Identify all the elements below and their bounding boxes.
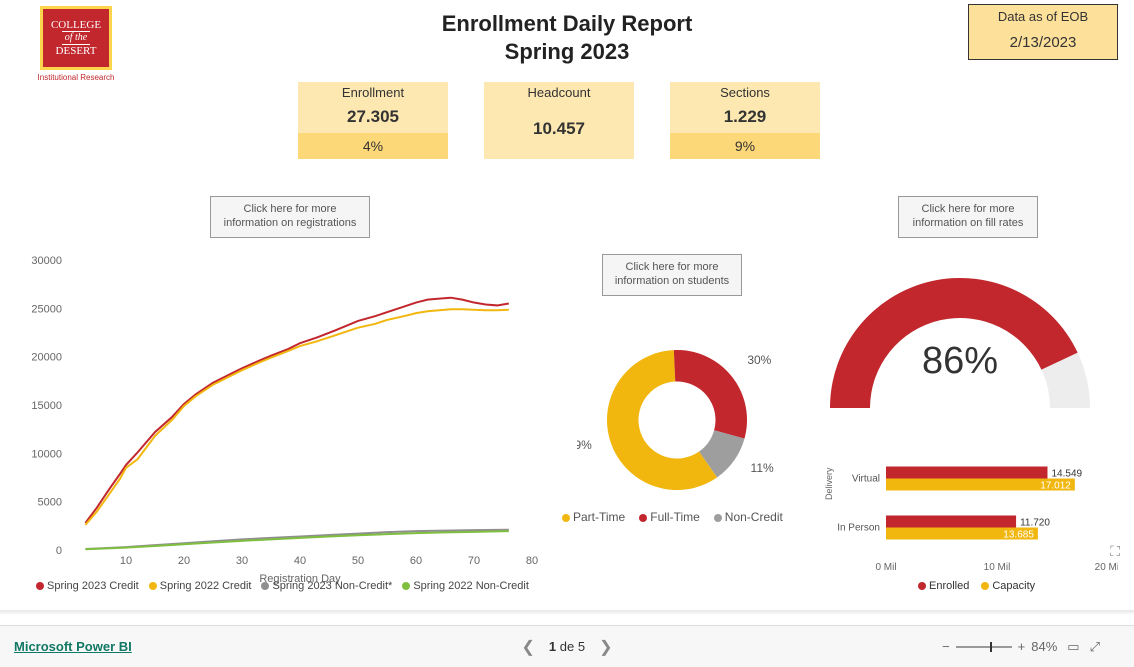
svg-text:20: 20 [178,555,190,567]
kpi-cards: Enrollment 27.305 4% Headcount 10.457 Se… [298,82,820,159]
svg-text:30%: 30% [747,353,771,367]
svg-text:14.549: 14.549 [1051,469,1082,480]
donut-legend: Part-TimeFull-TimeNon-Credit [562,510,783,524]
svg-text:40: 40 [294,555,306,567]
card-sections: Sections 1.229 9% [670,82,820,159]
card-sections-value: 1.229 [670,103,820,133]
page-title: Enrollment Daily Report Spring 2023 [0,10,1134,65]
card-enrollment: Enrollment 27.305 4% [298,82,448,159]
gauge-value: 86% [820,340,1100,383]
date-box: Data as of EOB 2/13/2023 [968,4,1118,60]
svg-text:Virtual: Virtual [852,474,880,485]
card-sections-label: Sections [670,82,820,103]
hint-students-button[interactable]: Click here for more information on stude… [602,254,742,296]
title-line2: Spring 2023 [0,38,1134,66]
svg-text:11.720: 11.720 [1020,518,1050,529]
zoom-value: 84% [1031,639,1057,654]
bar-chart: Virtual 14.54917.012 In Person 11.72013.685… [828,448,1118,578]
svg-text:25000: 25000 [31,303,62,315]
page-sep: de [560,639,574,654]
svg-text:59%: 59% [577,438,592,452]
zoom-slider[interactable] [956,646,1012,648]
svg-text:17.012: 17.012 [1040,481,1071,492]
svg-text:0: 0 [56,545,62,557]
card-enrollment-label: Enrollment [298,82,448,103]
svg-text:30: 30 [236,555,248,567]
footer-bar: Microsoft Power BI ❮ 1 de 5 ❯ − + 84% ▭ … [0,625,1134,667]
date-label: Data as of EOB [973,9,1113,24]
card-headcount-label: Headcount [484,82,634,103]
svg-text:13.685: 13.685 [1003,530,1034,541]
page-current: 1 [549,639,556,654]
card-headcount-value: 10.457 [484,103,634,155]
logo-subtext: Institutional Research [36,73,116,82]
zoom-out-button[interactable]: − [942,639,950,654]
svg-text:0 Mil: 0 Mil [875,562,896,573]
svg-text:In Person: In Person [837,523,880,534]
zoom-in-button[interactable]: + [1018,639,1026,654]
page-total: 5 [578,639,585,654]
card-headcount: Headcount 10.457 [484,82,634,159]
hint-registrations-button[interactable]: Click here for more information on regis… [210,196,370,238]
title-line1: Enrollment Daily Report [0,10,1134,38]
svg-text:10000: 10000 [31,448,62,460]
prev-page-button[interactable]: ❮ [522,637,535,657]
card-sections-delta: 9% [670,133,820,159]
svg-text:80: 80 [526,555,538,567]
svg-text:10 Mil: 10 Mil [984,562,1011,573]
expand-visual-icon[interactable]: ⛶ [1110,543,1120,560]
line-chart: 0 5000 10000 15000 20000 25000 30000 10 20 30 40 50… [22,250,542,590]
svg-text:20 Mil: 20 Mil [1095,562,1118,573]
svg-text:50: 50 [352,555,364,567]
date-value: 2/13/2023 [973,34,1113,51]
svg-text:70: 70 [468,555,480,567]
gauge-chart [820,258,1100,418]
powerbi-brand-link[interactable]: Microsoft Power BI [14,639,132,654]
svg-text:5000: 5000 [38,497,62,509]
svg-text:20000: 20000 [31,352,62,364]
line-chart-legend: Spring 2023 CreditSpring 2022 CreditSpri… [36,580,529,592]
pager: ❮ 1 de 5 ❯ [522,637,613,657]
hint-fillrates-button[interactable]: Click here for more information on fill … [898,196,1038,238]
card-enrollment-value: 27.305 [298,103,448,133]
fit-to-page-icon[interactable]: ▭ [1067,639,1079,655]
svg-text:30000: 30000 [31,255,62,267]
pager-label: 1 de 5 [549,639,585,654]
card-enrollment-delta: 4% [298,133,448,159]
svg-text:10: 10 [120,555,132,567]
bar-chart-legend: EnrolledCapacity [918,580,1035,592]
svg-text:60: 60 [410,555,422,567]
donut-chart: 59% 30% 11% [577,320,777,520]
fullscreen-icon[interactable]: ⤢ [1090,639,1100,655]
svg-text:15000: 15000 [31,400,62,412]
next-page-button[interactable]: ❯ [599,637,612,657]
zoom-control[interactable]: − + 84% [942,639,1057,654]
svg-text:11%: 11% [751,461,774,475]
